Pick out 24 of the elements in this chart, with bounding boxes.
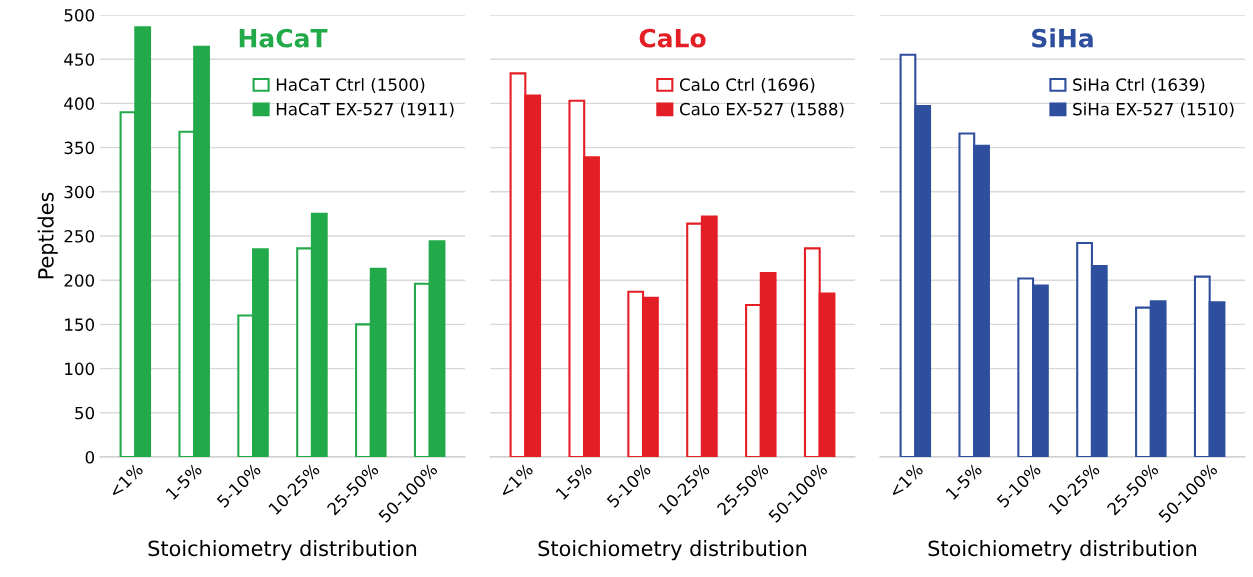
legend-label: CaLo EX-527 (1588) (679, 102, 844, 118)
y-tick-label: 500 (64, 8, 95, 22)
x-axis-title: Stoichiometry distribution (538, 540, 807, 561)
y-tick-label: 450 (64, 53, 95, 66)
legend-label: HaCaT Ctrl (1500) (276, 78, 425, 93)
y-tick-label: 250 (64, 229, 95, 243)
legend-label: HaCaT EX-527 (1911) (276, 102, 454, 118)
chart-title: SiHa (1032, 28, 1093, 48)
x-axis-title: Stoichiometry distribution (148, 540, 417, 561)
y-axis-title: Peptides (37, 192, 58, 279)
y-tick-label: 50 (75, 406, 95, 420)
chart-title: CaLo (639, 28, 706, 48)
legend-label: CaLo Ctrl (1696) (679, 78, 815, 93)
y-tick-label: 300 (64, 185, 95, 199)
y-tick-label: 200 (64, 274, 95, 287)
y-tick-label: 350 (64, 141, 95, 155)
x-axis-title: Stoichiometry distribution (928, 540, 1197, 561)
y-tick-label: 150 (65, 318, 95, 331)
chart-title: HaCaT (239, 28, 328, 48)
y-tick-label: 400 (64, 97, 95, 110)
y-tick-label: 100 (65, 362, 95, 376)
legend-label: SiHa EX-527 (1510) (1073, 102, 1234, 118)
legend-label: SiHa Ctrl (1639) (1073, 78, 1205, 93)
y-tick-label: 0 (85, 450, 95, 464)
